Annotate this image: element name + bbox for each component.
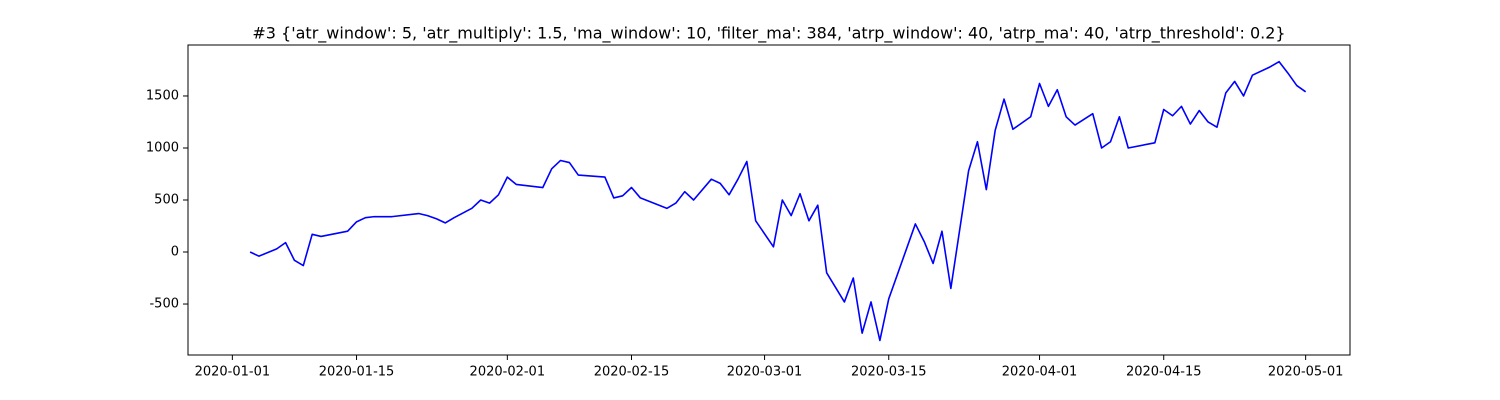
- line-series: [249, 60, 1307, 342]
- y-tick-label: 0: [171, 245, 179, 260]
- x-tick-label: 2020-04-15: [1126, 365, 1202, 380]
- y-tick-label: -500: [149, 297, 179, 312]
- x-tick-label: 2020-01-15: [319, 365, 395, 380]
- x-tick-label: 2020-02-15: [594, 365, 670, 380]
- x-tick-label: 2020-02-01: [470, 365, 546, 380]
- x-tick-label: 2020-03-15: [851, 365, 927, 380]
- y-tick-label: 1500: [146, 88, 179, 103]
- x-tick-label: 2020-03-01: [727, 365, 803, 380]
- chart-title: #3 {'atr_window': 5, 'atr_multiply': 1.5…: [252, 24, 1285, 44]
- x-tick-label: 2020-05-01: [1268, 365, 1344, 380]
- x-tick-label: 2020-01-01: [195, 365, 271, 380]
- y-tick-label: 500: [154, 193, 179, 208]
- y-tick-label: 1000: [146, 140, 179, 155]
- x-tick-label: 2020-04-01: [1002, 365, 1078, 380]
